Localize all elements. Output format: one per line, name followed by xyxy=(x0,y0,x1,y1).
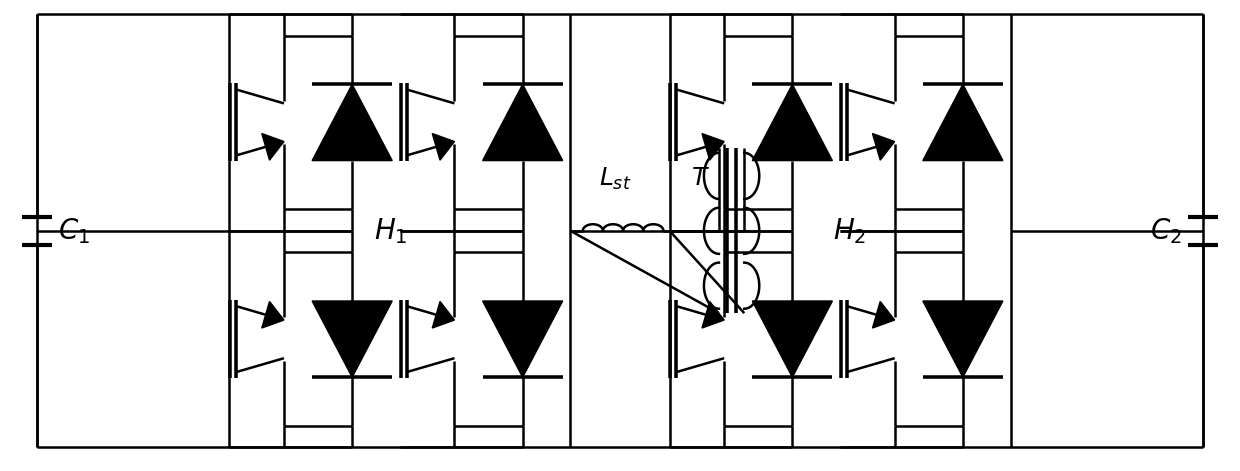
Polygon shape xyxy=(262,134,284,160)
Text: $C_2$: $C_2$ xyxy=(1149,216,1182,246)
Polygon shape xyxy=(702,134,724,160)
Polygon shape xyxy=(262,301,284,328)
Polygon shape xyxy=(873,301,894,328)
Polygon shape xyxy=(923,301,1003,377)
Polygon shape xyxy=(433,134,455,160)
Text: $T$: $T$ xyxy=(691,168,711,190)
Polygon shape xyxy=(753,301,832,377)
Text: $C_1$: $C_1$ xyxy=(58,216,91,246)
Text: $L_{st}$: $L_{st}$ xyxy=(599,166,631,192)
Polygon shape xyxy=(482,301,563,377)
Polygon shape xyxy=(312,301,392,377)
Polygon shape xyxy=(702,301,724,328)
Polygon shape xyxy=(312,84,392,161)
Polygon shape xyxy=(873,134,894,160)
Polygon shape xyxy=(482,84,563,161)
Polygon shape xyxy=(923,84,1003,161)
Text: $H_2$: $H_2$ xyxy=(833,216,866,246)
Text: $H_1$: $H_1$ xyxy=(373,216,408,246)
Polygon shape xyxy=(753,84,832,161)
Polygon shape xyxy=(433,301,455,328)
